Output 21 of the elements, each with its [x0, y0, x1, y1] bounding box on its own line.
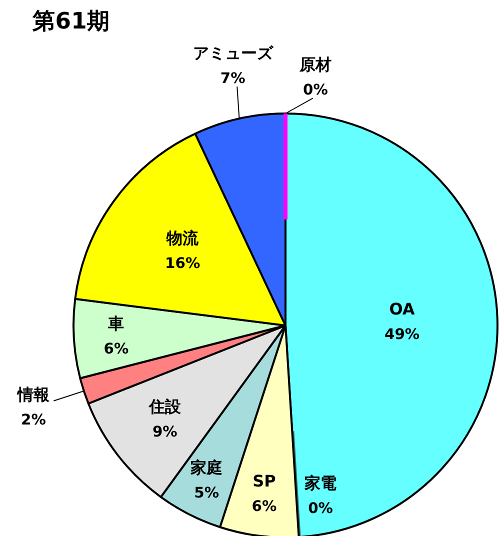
- data-label: 6%: [104, 340, 129, 358]
- category-label: 家電: [304, 474, 337, 493]
- text: 0%: [303, 81, 328, 98]
- category-label: 原材: [299, 54, 332, 74]
- slice-label: SP: [252, 472, 276, 491]
- slice-label: 物流: [166, 228, 200, 248]
- slice-label: 情報: [16, 385, 50, 404]
- data-label: 9%: [152, 423, 178, 440]
- slice-label: アミューズ: [192, 44, 274, 63]
- data-label: 2%: [21, 412, 46, 429]
- text: 0%: [308, 500, 333, 517]
- data-label: 49%: [384, 326, 420, 344]
- data-label: 7%: [220, 70, 246, 87]
- data-label: 5%: [194, 484, 220, 502]
- slice-label: OA: [389, 300, 416, 319]
- slice-label: 家庭: [190, 458, 223, 478]
- slice-label: 住設: [148, 396, 182, 416]
- slice-label: 車: [107, 314, 124, 333]
- chart-title: 第61期: [31, 8, 110, 35]
- data-label: 16%: [165, 254, 200, 272]
- data-label: 6%: [252, 498, 277, 515]
